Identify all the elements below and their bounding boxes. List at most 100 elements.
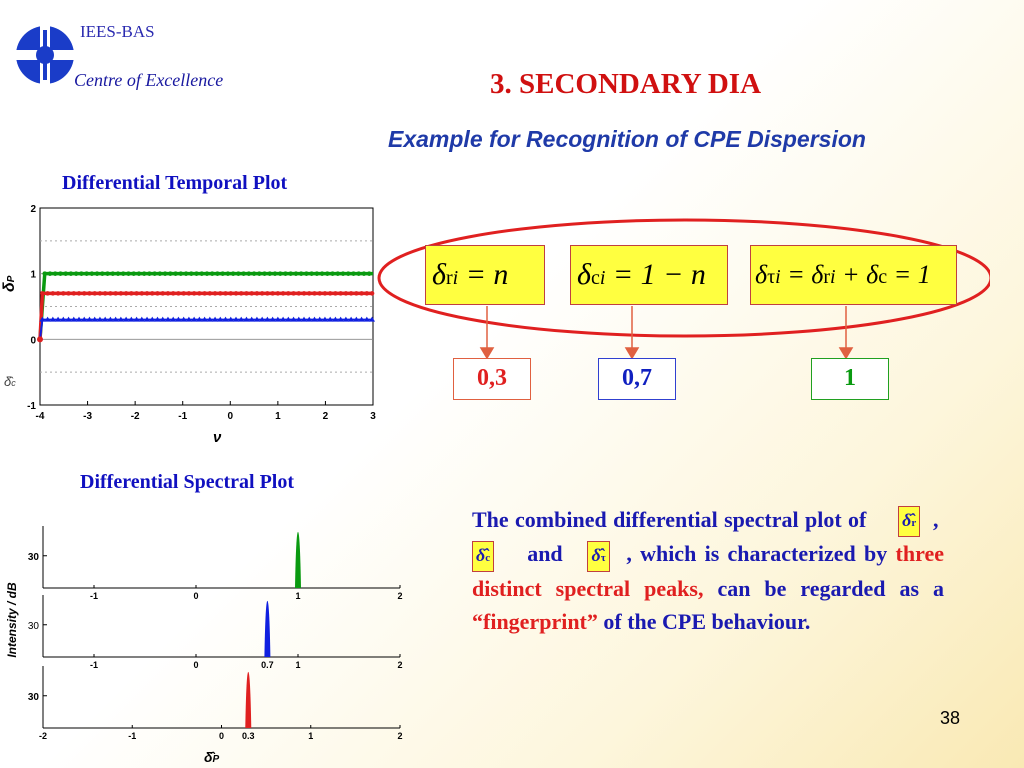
temporal-point (227, 316, 234, 322)
temporal-point (47, 271, 53, 276)
temporal-point (272, 271, 278, 276)
temporal-point (321, 316, 328, 322)
temporal-point (164, 316, 171, 322)
temporal-point (354, 291, 359, 296)
temporal-point (162, 271, 168, 276)
temporal-point (246, 271, 252, 276)
temporal-point (55, 316, 62, 322)
spectral-plot: 30 -1 0 1 2 30 -1 0 0.7 1 2 30 -2 -1 0 0.3 1 2 Intensity … (5, 526, 403, 765)
spectral-x-tick: 1 (295, 660, 300, 670)
temporal-point (39, 316, 46, 322)
temporal-point (312, 291, 317, 296)
temporal-point (61, 291, 66, 296)
temporal-point (102, 316, 109, 322)
temporal-point (96, 316, 103, 322)
temporal-point (129, 291, 134, 296)
description-paragraph: The combined differential spectral plot … (472, 506, 945, 634)
temporal-point (91, 316, 98, 322)
temporal-point (269, 316, 276, 322)
y-tick-label: 0 (30, 335, 36, 346)
temporal-point (87, 291, 92, 296)
temporal-point (73, 271, 79, 276)
temporal-point (353, 316, 360, 322)
temporal-point (342, 316, 349, 322)
spectral-x-tick: -1 (128, 731, 136, 741)
slide-subtitle: Example for Recognition of CPE Dispersio… (388, 126, 866, 152)
temporal-point (97, 291, 103, 296)
y-tick-label: 2 (30, 204, 36, 215)
temporal-point (311, 316, 318, 322)
temporal-point (259, 291, 265, 296)
temporal-point (206, 316, 213, 322)
temporal-point (267, 271, 273, 276)
temporal-point (359, 291, 364, 296)
spectral-x-tick: 1 (295, 591, 300, 601)
page-number: 38 (940, 708, 961, 728)
temporal-point (173, 271, 178, 276)
temporal-point (165, 291, 171, 296)
temporal-point (280, 291, 286, 296)
temporal-point (228, 291, 234, 296)
temporal-point (277, 271, 283, 276)
temporal-point (68, 271, 74, 276)
temporal-point (55, 291, 61, 296)
spectral-xlabel: δ̂P (204, 749, 220, 765)
highlight-ellipse (377, 218, 990, 338)
temporal-point (238, 291, 244, 296)
x-tick-label: 2 (323, 411, 329, 422)
temporal-point (191, 291, 197, 296)
spectral-x-tick: 2 (397, 591, 402, 601)
temporal-point (207, 291, 213, 296)
temporal-point (309, 271, 314, 276)
temporal-point (138, 316, 145, 322)
x-tick-label: -1 (178, 411, 187, 422)
temporal-point (215, 271, 220, 276)
spectral-x-tick: 2 (397, 660, 402, 670)
origin-point (37, 336, 43, 343)
temporal-point (76, 316, 83, 322)
temporal-point (351, 271, 356, 276)
temporal-point (133, 316, 140, 322)
spectral-plot-title: Differential Spectral Plot (80, 471, 295, 493)
temporal-point (126, 271, 131, 276)
temporal-point (176, 291, 181, 296)
temporal-point (222, 316, 229, 322)
temporal-point (147, 271, 152, 276)
temporal-point (89, 271, 95, 276)
spectral-x-tick: 0 (219, 731, 224, 741)
temporal-point (201, 316, 208, 322)
temporal-point (128, 316, 135, 322)
temporal-point (316, 316, 323, 322)
temporal-point (270, 291, 275, 296)
temporal-point (191, 316, 198, 322)
temporal-point (345, 271, 351, 276)
x-tick-label: -2 (131, 411, 140, 422)
equation-overlay (377, 218, 990, 360)
x-tick-label: -4 (36, 411, 45, 422)
temporal-point (230, 271, 236, 276)
temporal-point (295, 316, 302, 322)
spectral-peak (295, 531, 301, 588)
temporal-point (105, 271, 110, 276)
temporal-point (84, 271, 89, 276)
temporal-point (180, 316, 187, 322)
temporal-point (317, 291, 323, 296)
hat-delta-tau: δ̂τ (587, 540, 610, 572)
equation-delta-tau: δτi = δri + δc = 1 (750, 245, 957, 305)
temporal-point (155, 291, 160, 296)
temporal-point (178, 271, 184, 276)
temporal-point (186, 291, 192, 296)
temporal-point (332, 316, 339, 322)
temporal-point (175, 316, 182, 322)
temporal-point (248, 316, 255, 322)
temporal-point (86, 316, 93, 322)
temporal-point (274, 316, 281, 322)
temporal-point (366, 271, 372, 276)
temporal-point (123, 316, 130, 322)
temporal-point (66, 291, 71, 296)
temporal-point (63, 271, 68, 276)
temporal-point (149, 316, 156, 322)
temporal-point (188, 271, 194, 276)
temporal-point (40, 291, 45, 296)
temporal-point (343, 291, 349, 296)
